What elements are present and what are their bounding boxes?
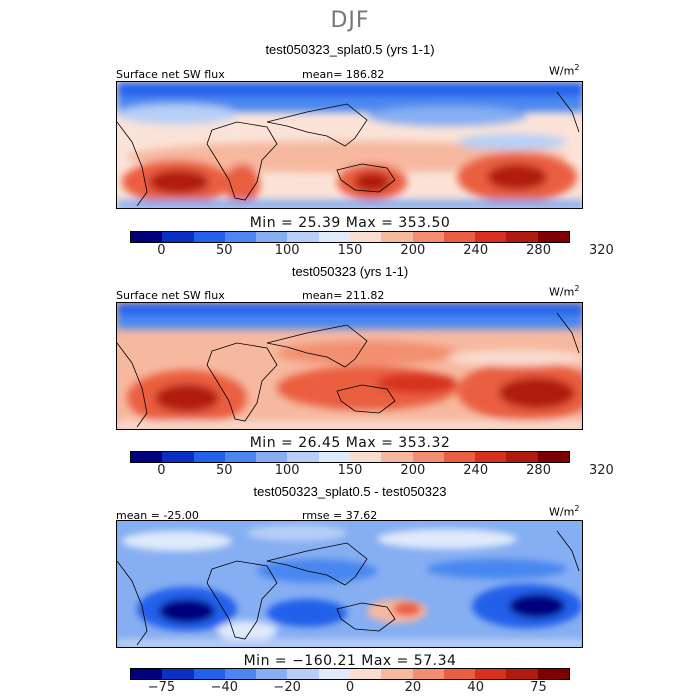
colorbar-swatch bbox=[381, 669, 413, 679]
panel1-units: W/m2 bbox=[549, 63, 580, 78]
colorbar-swatch bbox=[506, 669, 538, 679]
colorbar-tick-label: −40 bbox=[210, 680, 238, 695]
colorbar-swatch bbox=[537, 232, 569, 242]
colorbar-swatch bbox=[193, 232, 225, 242]
colorbar-swatch bbox=[162, 669, 194, 679]
panel2-colorbar-ticks: 0 50 100 150 200 240 280 320 bbox=[0, 463, 700, 481]
colorbar-swatch bbox=[224, 452, 257, 462]
colorbar-tick-label: 50 bbox=[216, 243, 233, 258]
panel3-minmax: Min = −160.21 Max = 57.34 bbox=[243, 653, 457, 669]
colorbar-swatch bbox=[349, 452, 382, 462]
colorbar-swatch bbox=[443, 669, 476, 679]
colorbar-swatch bbox=[349, 232, 382, 242]
colorbar-swatch bbox=[287, 669, 319, 679]
panel3-title: test050323_splat0.5 - test050323 bbox=[253, 484, 447, 499]
panel3-mean-label: mean = -25.00 bbox=[116, 509, 199, 522]
colorbar-swatch bbox=[537, 452, 569, 462]
colorbar-tick-label: 0 bbox=[157, 463, 166, 478]
colorbar-swatch bbox=[287, 232, 319, 242]
colorbar-tick-label: 40 bbox=[467, 680, 484, 695]
colorbar-swatch bbox=[162, 232, 194, 242]
colorbar-swatch bbox=[381, 452, 413, 462]
panel1-colorbar-ticks: 0 50 100 150 200 240 280 320 bbox=[0, 243, 700, 261]
colorbar-swatch bbox=[131, 452, 163, 462]
colorbar-tick-label: 200 bbox=[400, 243, 426, 258]
colorbar-swatch bbox=[443, 232, 476, 242]
colorbar-swatch bbox=[256, 232, 288, 242]
panel2-minmax: Min = 26.45 Max = 353.32 bbox=[249, 435, 451, 451]
colorbar-swatch bbox=[412, 232, 444, 242]
panel2-field bbox=[117, 303, 582, 429]
panel1-field bbox=[117, 82, 582, 208]
panel1-colorbar bbox=[130, 231, 570, 243]
colorbar-tick-label: 50 bbox=[216, 463, 233, 478]
panel3-field bbox=[117, 521, 582, 647]
colorbar-tick-label: 0 bbox=[157, 243, 166, 258]
colorbar-swatch bbox=[412, 452, 444, 462]
colorbar-swatch bbox=[318, 669, 350, 679]
panel3-map bbox=[116, 520, 583, 648]
colorbar-tick-label: 75 bbox=[530, 680, 547, 695]
colorbar-tick-label: 100 bbox=[274, 463, 300, 478]
colorbar-swatch bbox=[287, 452, 319, 462]
colorbar-tick-label: 280 bbox=[526, 243, 551, 258]
panel2-title: test050323 (yrs 1-1) bbox=[291, 264, 409, 279]
colorbar-swatch bbox=[318, 232, 350, 242]
colorbar-swatch bbox=[475, 669, 507, 679]
colorbar-tick-label: 240 bbox=[463, 463, 489, 478]
colorbar-swatch bbox=[224, 669, 257, 679]
colorbar-tick-label: 150 bbox=[337, 463, 363, 478]
colorbar-swatch bbox=[318, 452, 350, 462]
colorbar-tick-label: 240 bbox=[463, 243, 489, 258]
panel3-units: W/m2 bbox=[549, 504, 580, 519]
panel2-units: W/m2 bbox=[549, 284, 580, 299]
season-title: DJF bbox=[330, 8, 370, 33]
colorbar-tick-label: 200 bbox=[400, 463, 426, 478]
colorbar-swatch bbox=[224, 232, 257, 242]
panel2-map bbox=[116, 302, 583, 430]
colorbar-tick-label: 0 bbox=[345, 680, 355, 695]
colorbar-tick-label: −20 bbox=[273, 680, 301, 695]
colorbar-tick-label: 320 bbox=[589, 463, 614, 478]
panel3-colorbar bbox=[130, 668, 570, 680]
colorbar-tick-label: 280 bbox=[526, 463, 551, 478]
panel1-mean-label: mean= 186.82 bbox=[302, 68, 385, 81]
colorbar-swatch bbox=[193, 452, 225, 462]
colorbar-swatch bbox=[475, 452, 507, 462]
colorbar-swatch bbox=[537, 669, 569, 679]
panel1-left-label: Surface net SW flux bbox=[116, 68, 225, 81]
colorbar-tick-label: −75 bbox=[147, 680, 176, 695]
colorbar-swatch bbox=[131, 669, 163, 679]
colorbar-swatch bbox=[506, 232, 538, 242]
colorbar-swatch bbox=[506, 452, 538, 462]
colorbar-tick-label: 20 bbox=[404, 680, 422, 695]
panel1-title: test050323_splat0.5 (yrs 1-1) bbox=[265, 42, 435, 57]
colorbar-swatch bbox=[256, 452, 288, 462]
colorbar-swatch bbox=[412, 669, 444, 679]
panel3-rmse-label: rmse = 37.62 bbox=[302, 509, 378, 522]
colorbar-tick-label: 100 bbox=[274, 243, 300, 258]
panel2-left-label: Surface net SW flux bbox=[116, 289, 225, 302]
colorbar-swatch bbox=[256, 669, 288, 679]
panel1-minmax: Min = 25.39 Max = 353.50 bbox=[249, 215, 451, 231]
colorbar-swatch bbox=[131, 232, 163, 242]
panel2-colorbar bbox=[130, 451, 570, 463]
colorbar-swatch bbox=[193, 669, 225, 679]
colorbar-swatch bbox=[475, 232, 507, 242]
colorbar-tick-label: 150 bbox=[337, 243, 363, 258]
colorbar-swatch bbox=[349, 669, 382, 679]
panel3-colorbar-ticks: −75 −40 −20 0 20 40 75 bbox=[0, 680, 700, 698]
colorbar-swatch bbox=[162, 452, 194, 462]
colorbar-swatch bbox=[381, 232, 413, 242]
panel1-map bbox=[116, 81, 583, 209]
colorbar-swatch bbox=[443, 452, 476, 462]
colorbar-tick-label: 320 bbox=[589, 243, 614, 258]
panel2-mean-label: mean= 211.82 bbox=[302, 289, 385, 302]
